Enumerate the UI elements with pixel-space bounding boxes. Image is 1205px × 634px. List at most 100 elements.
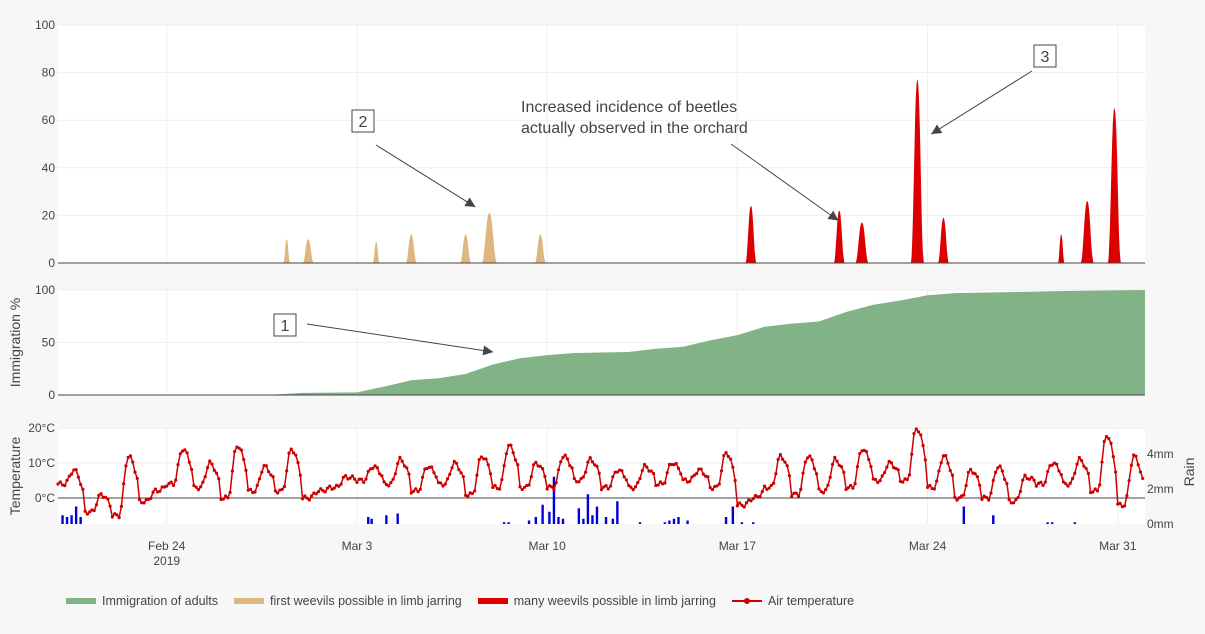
immigration-area xyxy=(58,290,1145,395)
air-temperature-point xyxy=(430,465,434,469)
legend-item-many-weevils[interactable]: many weevils possible in limb jarring xyxy=(477,594,716,608)
air-temperature-point xyxy=(1018,489,1023,493)
air-temperature-point xyxy=(939,461,943,465)
air-temperature-point xyxy=(344,473,348,478)
air-temperature-point xyxy=(751,497,755,501)
annotation-1-arrow-head xyxy=(482,345,494,356)
air-temperature-point xyxy=(839,465,844,469)
legend-label-first-weevils: first weevils possible in limb jarring xyxy=(270,594,462,608)
annotation-beetles-arrow-line xyxy=(730,143,839,222)
legend-item-first-weevils[interactable]: first weevils possible in limb jarring xyxy=(234,594,462,608)
air-temperature-point xyxy=(248,487,253,491)
air-temperature-point xyxy=(217,477,221,481)
rain-bar xyxy=(616,501,619,524)
air-temperature-point xyxy=(978,483,982,487)
air-temperature-point xyxy=(787,474,792,478)
legend-label-immigration: Immigration of adults xyxy=(102,594,219,608)
air-temperature-point xyxy=(599,487,604,492)
legend-swatch-many-weevils xyxy=(477,598,508,604)
air-temperature-point xyxy=(1136,463,1140,467)
air-temperature-point xyxy=(853,482,857,486)
air-temperature-point xyxy=(391,477,395,481)
air-temperature-point xyxy=(117,515,121,520)
air-temperature-point xyxy=(459,471,463,475)
air-temperature-point xyxy=(196,487,201,492)
air-temperature-point xyxy=(99,492,103,496)
air-temperature-point xyxy=(221,497,225,501)
annotation-beetles-text: Increased incidence of beetles xyxy=(521,99,737,116)
air-temperature-point xyxy=(975,475,980,479)
air-temperature-point xyxy=(140,501,144,505)
air-temperature-point xyxy=(964,483,968,488)
rain-bar xyxy=(557,517,560,524)
legend-item-air-temperature[interactable]: Air temperature xyxy=(731,594,855,608)
air-temperature-point xyxy=(199,485,203,489)
air-temperature-point xyxy=(708,485,712,490)
annotation-2: 2 xyxy=(351,109,375,133)
air-temperature-point xyxy=(946,461,950,465)
air-temperature-point xyxy=(749,499,753,503)
air-temperature-point xyxy=(171,483,176,487)
legend-label-air-temperature: Air temperature xyxy=(767,594,855,608)
air-temperature-point xyxy=(1041,483,1045,488)
rain-bar xyxy=(70,515,73,524)
air-temperature-point xyxy=(287,451,291,455)
air-temperature-point xyxy=(448,472,452,476)
air-temperature-point xyxy=(165,484,169,488)
air-temperature-point xyxy=(239,448,244,452)
air-temperature-point xyxy=(307,498,311,502)
air-temperature-point xyxy=(1016,495,1020,500)
air-temperature-point xyxy=(149,496,153,500)
x-tick-label: Mar 10 xyxy=(528,539,566,553)
air-temperature-point xyxy=(124,464,128,468)
rain-bar xyxy=(65,517,69,524)
air-temperature-point xyxy=(1055,462,1059,466)
air-temperature-point xyxy=(692,473,696,477)
air-temperature-point xyxy=(642,462,647,467)
air-temperature-point xyxy=(1075,462,1079,466)
annotation-2-arrow-head xyxy=(464,197,476,208)
air-temperature-point xyxy=(998,464,1002,468)
air-temperature-point xyxy=(710,487,715,492)
legend-item-immigration[interactable]: Immigration of adults xyxy=(66,594,218,608)
air-temperature-point xyxy=(201,480,205,484)
air-temperature-point xyxy=(126,455,130,460)
air-temperature-point xyxy=(858,451,862,456)
air-temperature-point xyxy=(305,496,309,500)
x-tick-label: Mar 3 xyxy=(342,539,373,553)
risk-peak-first xyxy=(302,239,314,263)
immigration-y-tick-label: 100 xyxy=(35,283,55,297)
air-temperature-point xyxy=(409,491,413,495)
air-temperature-point xyxy=(878,479,882,483)
air-temperature-point xyxy=(991,478,995,482)
air-temperature-point xyxy=(783,460,787,464)
air-temperature-point xyxy=(488,472,493,476)
air-temperature-point xyxy=(738,501,742,505)
air-temperature-point xyxy=(744,501,749,505)
air-temperature-point xyxy=(74,467,78,472)
rain-bar xyxy=(396,513,399,524)
rain-bar xyxy=(385,515,388,524)
air-temperature-point xyxy=(962,493,966,497)
air-temperature-point xyxy=(94,503,99,507)
air-temperature-point xyxy=(1104,435,1109,439)
air-temperature-point xyxy=(513,458,518,462)
air-temperature-point xyxy=(328,484,332,488)
air-temperature-point xyxy=(876,480,880,485)
air-temperature-point xyxy=(989,491,993,495)
air-temperature-point xyxy=(1111,454,1115,459)
air-temperature-point xyxy=(699,467,703,471)
air-temperature-point xyxy=(948,468,952,473)
air-temperature-point xyxy=(212,468,216,472)
air-temperature-point xyxy=(416,490,420,494)
air-temperature-point xyxy=(867,457,871,462)
air-temperature-point xyxy=(380,474,384,478)
rain-bar xyxy=(1050,522,1054,524)
air-temperature-point xyxy=(103,495,108,499)
air-temperature-point xyxy=(88,510,92,514)
risk-peak-many xyxy=(937,217,950,263)
air-temperature-point xyxy=(1021,478,1025,482)
air-temperature-point xyxy=(56,482,60,486)
air-temperature-point xyxy=(577,480,581,484)
air-temperature-point xyxy=(160,485,164,489)
